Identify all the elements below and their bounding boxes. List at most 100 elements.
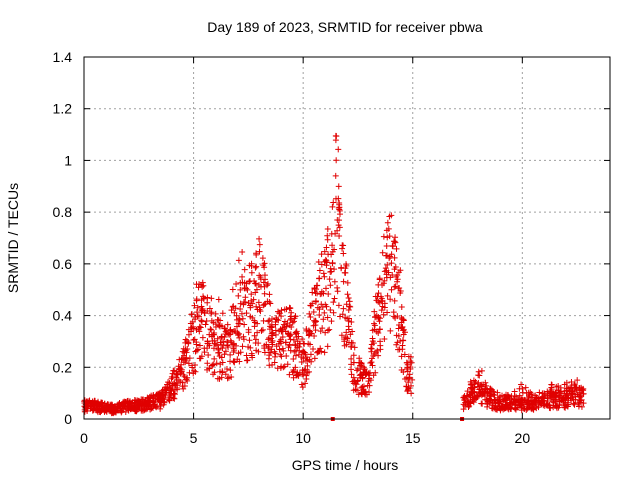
data-point [568,397,575,404]
data-point [513,393,520,400]
data-point [384,292,391,299]
data-point [404,388,411,395]
data-point [330,199,337,206]
data-point [186,355,193,362]
data-point [285,331,292,338]
data-point [273,316,280,323]
data-point [343,329,350,336]
data-point [196,342,203,349]
data-point [163,385,170,392]
data-point [93,402,100,409]
data-point [227,358,234,365]
data-point [193,347,200,354]
data-point [564,403,571,410]
data-point [385,225,392,232]
data-point [498,403,505,410]
data-point [345,326,352,333]
data-point [568,379,575,386]
data-point [330,309,337,316]
data-point [503,397,510,404]
data-point [262,276,269,283]
data-point [226,331,233,338]
data-point [397,337,404,344]
data-point [311,355,318,362]
data-point [384,261,391,268]
data-point [306,368,313,375]
data-point [280,321,287,328]
data-point [478,367,485,374]
data-point [186,369,193,376]
data-point [305,327,312,334]
data-point [392,264,399,271]
data-point [519,397,526,404]
data-point [366,389,373,396]
data-point [306,330,313,337]
data-point [199,334,206,341]
data-point [146,400,153,407]
data-point [280,347,287,354]
data-point [251,317,258,324]
data-point [185,339,192,346]
data-point [348,319,355,326]
data-point [321,309,328,316]
data-point [398,319,405,326]
data-point [253,347,260,354]
data-point [381,277,388,284]
data-point [157,402,164,409]
data-point [322,285,329,292]
data-point [227,367,234,374]
data-point [237,300,244,307]
data-point [318,251,325,258]
data-point [218,333,225,340]
data-point [159,387,166,394]
data-point [366,375,373,382]
data-point [257,283,264,290]
data-point [460,394,467,401]
data-point [326,276,333,283]
data-point [323,244,330,251]
data-point [227,326,234,333]
data-point [219,310,226,317]
data-point [280,364,287,371]
data-point [332,172,339,179]
data-point [319,325,326,332]
data-point [293,334,300,341]
data-point [272,350,279,357]
data-point [118,407,125,414]
data-point [276,346,283,353]
data-point [208,326,215,333]
data-point [351,344,358,351]
data-point [376,318,383,325]
data-point [269,329,276,336]
data-point [223,339,230,346]
data-point [469,393,476,400]
data-point [207,326,214,333]
data-point [525,396,532,403]
data-point [335,205,342,212]
data-point [578,396,585,403]
data-point [248,269,255,276]
data-point [292,341,299,348]
data-point [571,401,578,408]
data-point [543,402,550,409]
data-point [153,404,160,411]
x-tick-label: 15 [405,430,421,446]
data-point [253,251,260,258]
data-point [322,329,329,336]
data-point [329,259,336,266]
data-point [291,348,298,355]
data-point [228,307,235,314]
data-point [294,344,301,351]
data-point [325,291,332,298]
data-point [367,359,374,366]
data-point [387,327,394,334]
data-point [235,330,242,337]
data-point [347,343,354,350]
data-point [212,324,219,331]
data-point [465,403,472,410]
data-point [292,352,299,359]
data-point [290,318,297,325]
data-point [251,332,258,339]
data-point [212,310,219,317]
data-point [384,219,391,226]
